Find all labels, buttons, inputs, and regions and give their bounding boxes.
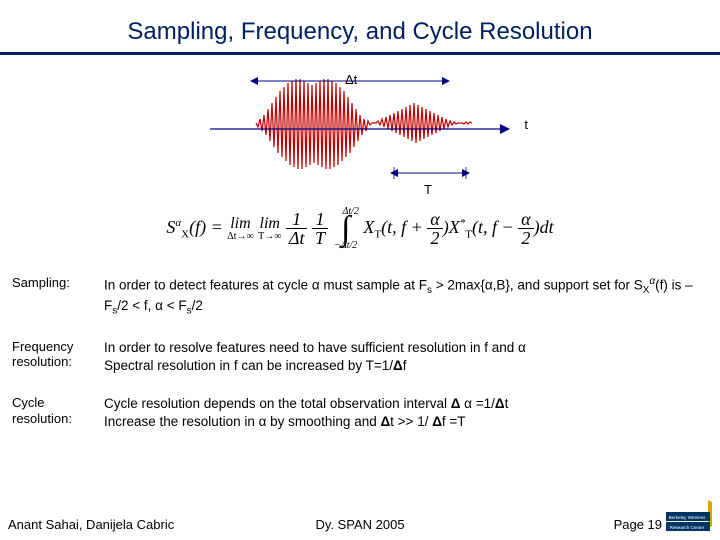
lim-2: limT→∞ [258, 216, 281, 242]
t-window-arrow [390, 167, 470, 179]
frac-2: 1T [312, 210, 328, 247]
svg-text:Research Center: Research Center [670, 525, 705, 530]
footer-venue: Dy. SPAN 2005 [0, 517, 720, 532]
signal-diagram: Δt t T [210, 75, 510, 175]
row-text: Cycle resolution depends on the total ob… [104, 395, 508, 431]
frac-1: 1Δt [286, 210, 308, 247]
row-label: Cycle resolution: [12, 395, 104, 431]
title-underline [0, 52, 720, 55]
row-label: Frequency resolution: [12, 339, 104, 375]
svg-text:Berkeley Wireless: Berkeley Wireless [669, 515, 706, 520]
row-label: Sampling: [12, 275, 104, 319]
definition-row: Cycle resolution:Cycle resolution depend… [12, 395, 702, 431]
dt-label: Δt [345, 72, 357, 87]
t-axis [210, 123, 510, 135]
row-text: In order to resolve features need to hav… [104, 339, 526, 375]
definition-row: Frequency resolution:In order to resolve… [12, 339, 702, 375]
bwrc-logo: Berkeley Wireless Research Center [664, 498, 718, 534]
definition-row: Sampling:In order to detect features at … [12, 275, 702, 319]
row-text: In order to detect features at cycle α m… [104, 275, 702, 319]
lim-1: limΔt→∞ [227, 216, 253, 242]
frac-a1: α2 [427, 210, 442, 247]
slide-title: Sampling, Frequency, and Cycle Resolutio… [0, 0, 720, 46]
t-window-label: T [424, 182, 432, 197]
t-axis-label: t [524, 117, 528, 132]
footer-page: Page 19 [614, 517, 662, 532]
definition-rows: Sampling:In order to detect features at … [0, 275, 720, 432]
integral: Δt/2∫−Δt/2 [332, 207, 358, 251]
frac-a2: α2 [518, 210, 533, 247]
equation: SαX(f) = limΔt→∞ limT→∞ 1Δt 1T Δt/2∫−Δt/… [0, 207, 720, 251]
